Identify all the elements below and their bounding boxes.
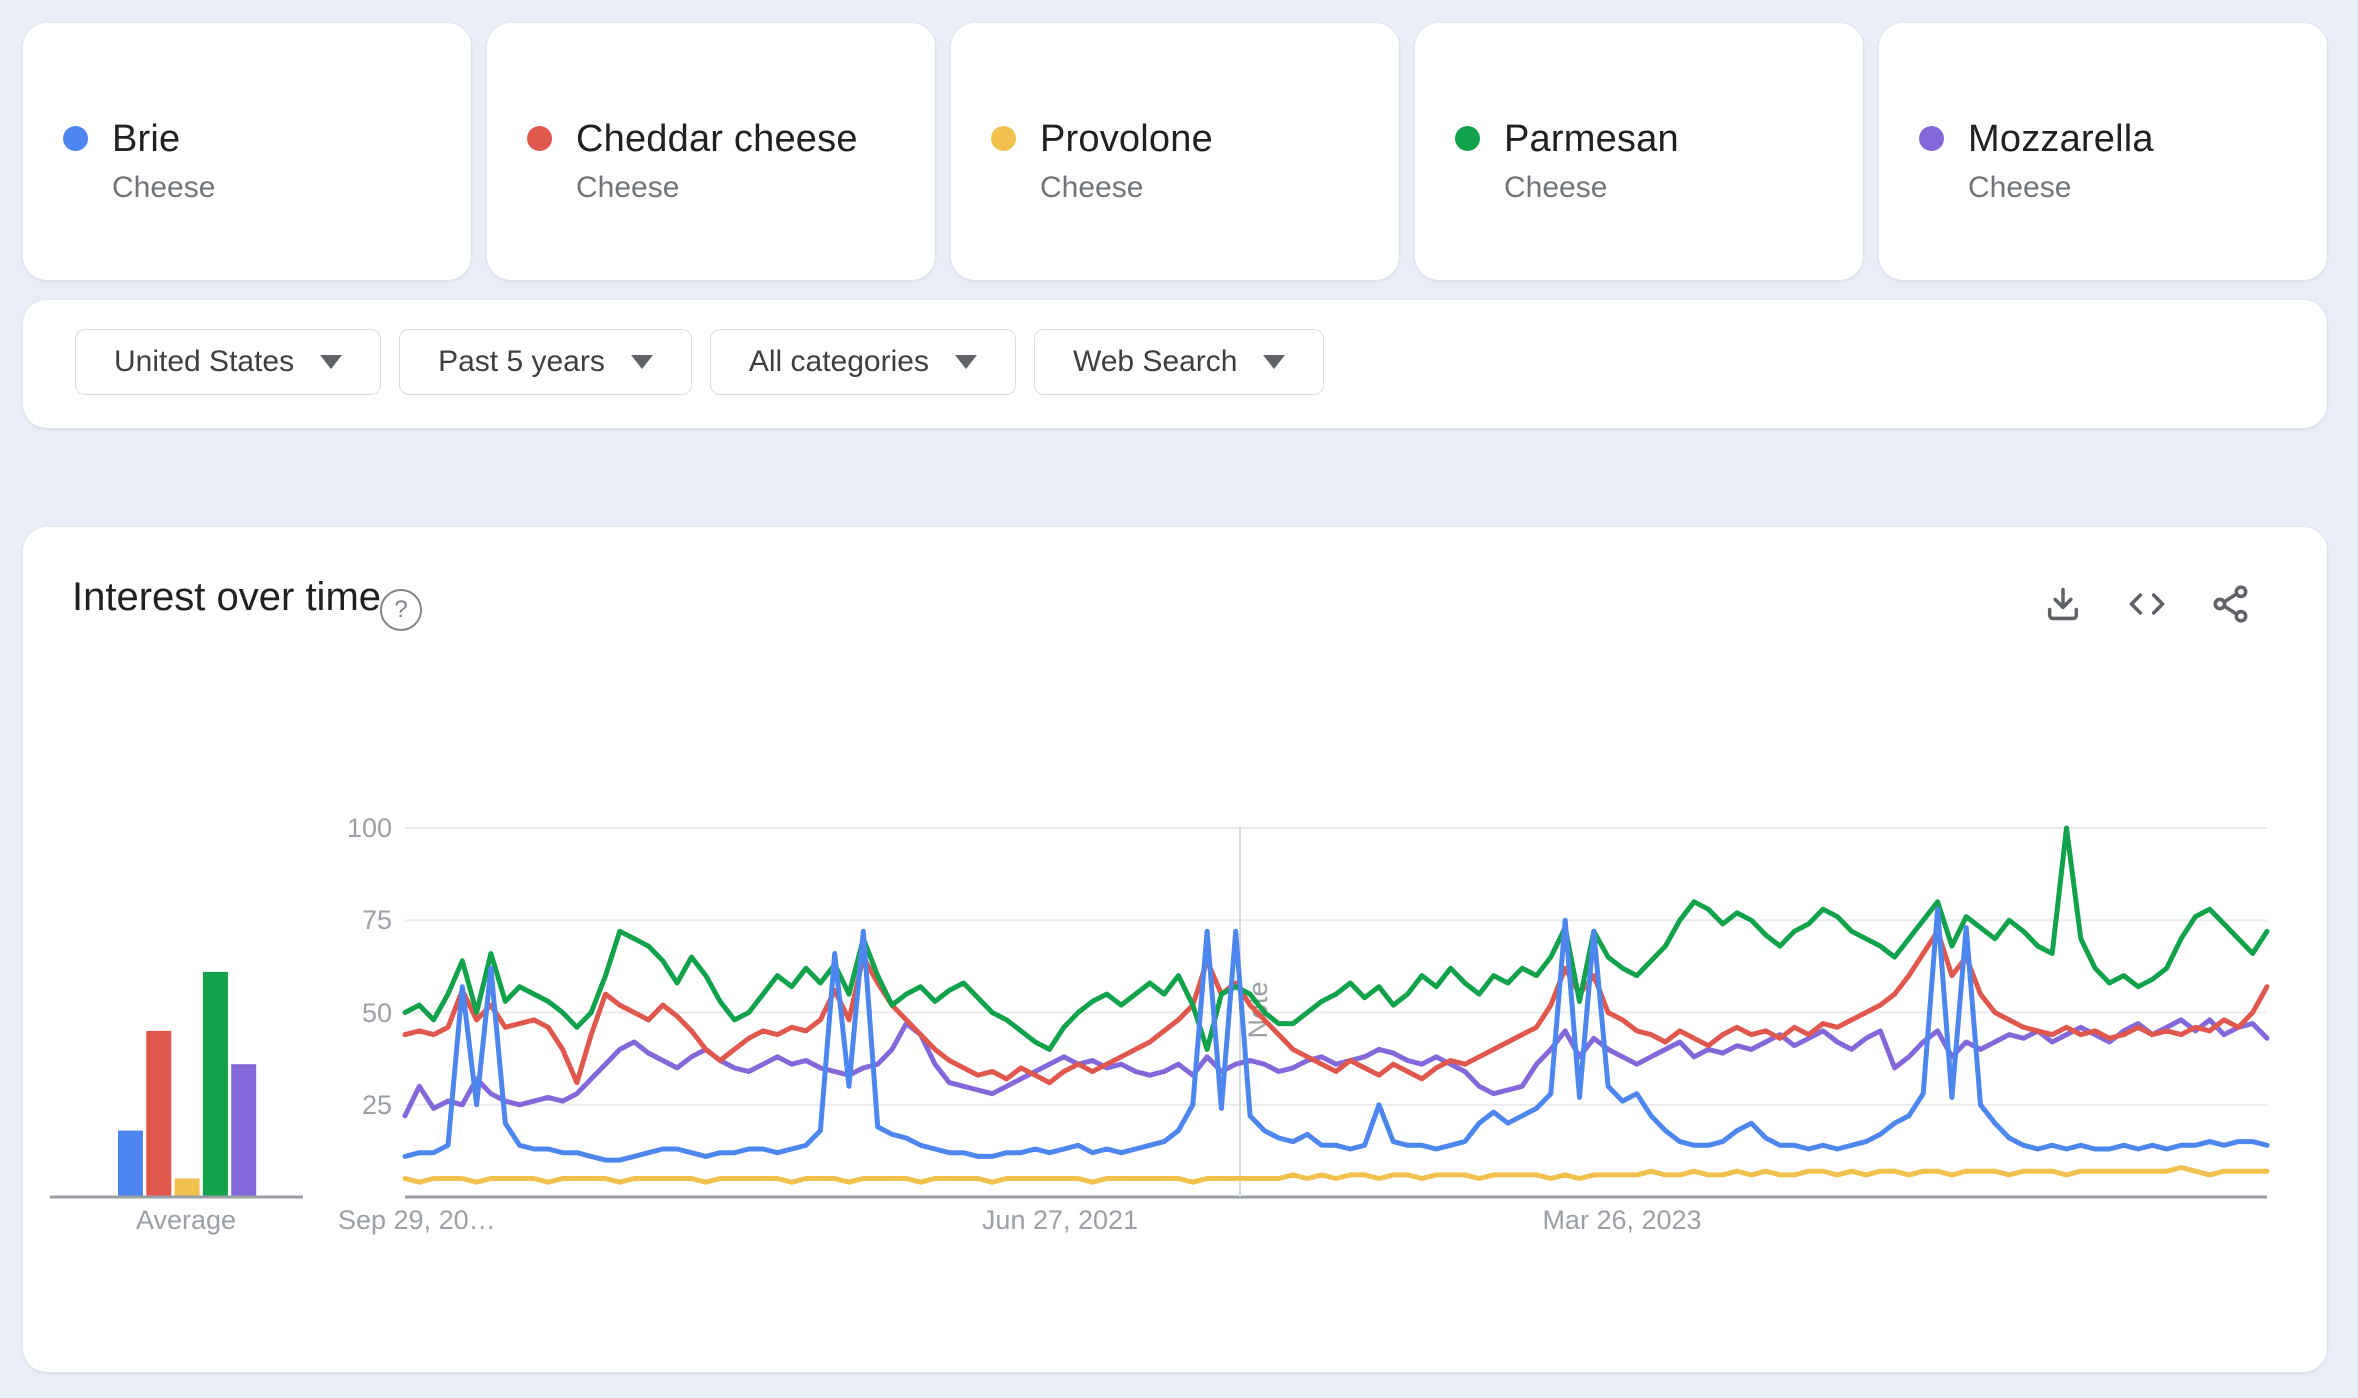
y-tick-50: 50 — [362, 998, 392, 1028]
mozzarella-color-dot-icon — [1919, 126, 1944, 151]
chevron-down-icon — [320, 355, 343, 369]
average-bar-chart — [118, 971, 257, 1197]
time-range-filter-label: Past 5 years — [438, 345, 605, 378]
category-filter-label: All categories — [748, 345, 929, 378]
average-bar-cheddar-cheese — [146, 1030, 172, 1197]
term-card-mozzarella[interactable]: Mozzarella Cheese — [1879, 23, 2327, 280]
filter-chips: United States Past 5 years All categorie… — [75, 329, 1325, 395]
average-label: Average — [136, 1205, 236, 1235]
term-card-cheddar[interactable]: Cheddar cheese Cheese — [487, 23, 935, 280]
y-tick-25: 25 — [362, 1090, 392, 1120]
term-name: Parmesan — [1504, 118, 1679, 160]
term-name: Brie — [112, 118, 181, 160]
interest-over-time-chart: 100 75 50 25 Sep 29, 20… Jun 27, 2021 Ma… — [50, 813, 2270, 1235]
series-line-provolone — [402, 1165, 2270, 1185]
x-label-start: Sep 29, 20… — [338, 1205, 496, 1235]
term-card-provolone[interactable]: Provolone Cheese — [951, 23, 1399, 280]
x-label-right: Mar 26, 2023 — [1542, 1205, 1701, 1235]
series-line-brie — [402, 906, 2270, 1163]
interest-over-time-card: Interest over time ? — [23, 527, 2327, 1372]
category-filter-dropdown[interactable]: All categories — [709, 329, 1016, 395]
term-card-parmesan[interactable]: Parmesan Cheese — [1415, 23, 1863, 280]
download-icon[interactable] — [2041, 582, 2085, 626]
term-subtitle: Cheese — [1040, 171, 1144, 204]
region-filter-dropdown[interactable]: United States — [75, 329, 382, 395]
y-tick-100: 100 — [347, 813, 392, 843]
provolone-color-dot-icon — [991, 126, 1016, 151]
y-tick-75: 75 — [362, 905, 392, 935]
term-subtitle: Cheese — [112, 171, 216, 204]
average-bar-provolone — [174, 1178, 200, 1197]
region-filter-label: United States — [114, 345, 295, 378]
term-subtitle: Cheese — [576, 171, 680, 204]
help-icon[interactable]: ? — [380, 589, 422, 631]
share-icon[interactable] — [2209, 582, 2253, 626]
chevron-down-icon — [1263, 355, 1286, 369]
brie-color-dot-icon — [63, 126, 88, 151]
search-type-filter-dropdown[interactable]: Web Search — [1033, 329, 1325, 395]
chevron-down-icon — [954, 355, 977, 369]
average-bar-mozzarella — [231, 1064, 257, 1197]
series-lines — [402, 825, 2270, 1185]
term-card-brie[interactable]: Brie Cheese — [23, 23, 471, 280]
term-name: Cheddar cheese — [576, 118, 858, 160]
x-label-middle: Jun 27, 2021 — [982, 1205, 1138, 1235]
term-subtitle: Cheese — [1504, 171, 1608, 204]
filter-bar: United States Past 5 years All categorie… — [23, 300, 2327, 428]
average-bar-brie — [118, 1130, 143, 1197]
term-name: Mozzarella — [1968, 118, 2154, 160]
term-subtitle: Cheese — [1968, 171, 2072, 204]
chart-title: Interest over time — [72, 575, 382, 619]
series-line-parmesan — [402, 825, 2270, 1052]
chevron-down-icon — [630, 355, 653, 369]
term-name: Provolone — [1040, 118, 1213, 160]
search-type-filter-label: Web Search — [1072, 345, 1238, 378]
series-line-mozzarella — [402, 1017, 2270, 1119]
parmesan-color-dot-icon — [1455, 126, 1480, 151]
chart-actions — [2041, 582, 2253, 626]
embed-icon[interactable] — [2125, 582, 2169, 626]
average-bar-parmesan — [202, 971, 228, 1197]
series-line-cheddar — [402, 928, 2270, 1086]
cheddar-color-dot-icon — [527, 126, 552, 151]
time-range-filter-dropdown[interactable]: Past 5 years — [399, 329, 692, 395]
